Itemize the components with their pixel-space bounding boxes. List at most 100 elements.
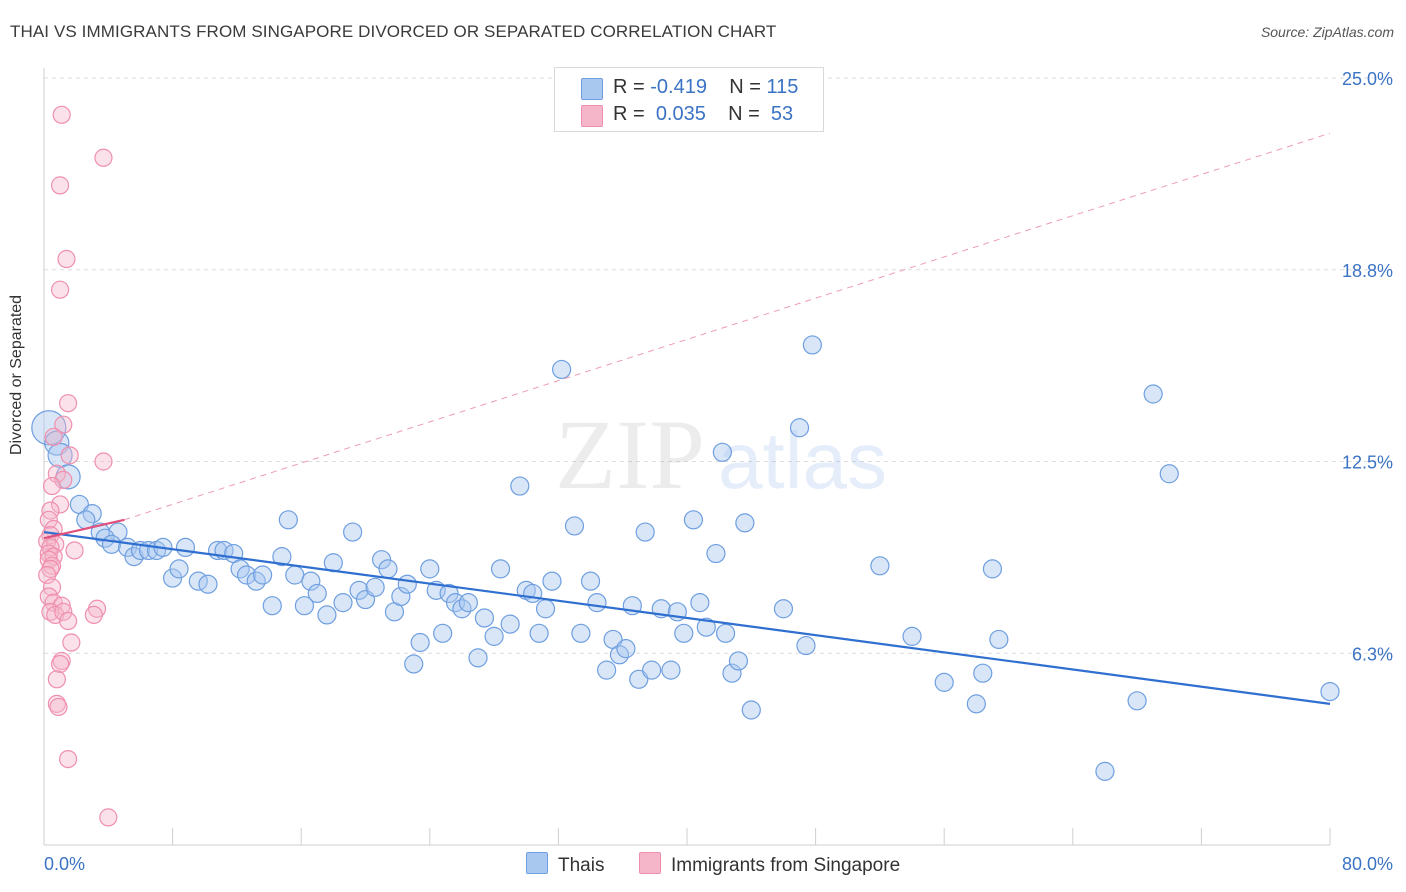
tick-labels: 6.3% 12.5% 18.8% 25.0% 0.0% 80.0% bbox=[44, 69, 1393, 874]
data-point-thais bbox=[55, 464, 81, 490]
data-point-thais bbox=[722, 663, 742, 683]
y-tick-label: 6.3% bbox=[1352, 644, 1393, 664]
data-point-thais bbox=[1095, 761, 1115, 781]
legend-item-thais[interactable]: Thais bbox=[526, 852, 604, 876]
data-point-singapore bbox=[47, 670, 66, 689]
data-point-singapore bbox=[50, 654, 70, 674]
data-point-thais bbox=[982, 559, 1003, 579]
data-point-thais bbox=[474, 608, 495, 628]
series-singapore bbox=[38, 105, 118, 827]
data-point-thais bbox=[468, 648, 488, 668]
y-tick-label: 18.8% bbox=[1342, 261, 1393, 281]
chart-source: Source: ZipAtlas.com bbox=[1260, 24, 1394, 40]
data-point-thais bbox=[272, 547, 292, 567]
data-point-thais bbox=[391, 586, 411, 607]
trend-lines bbox=[43, 132, 1331, 705]
data-point-singapore bbox=[42, 476, 62, 496]
data-point-thais bbox=[706, 543, 726, 564]
data-point-singapore bbox=[39, 510, 58, 529]
series-thais bbox=[31, 335, 1340, 781]
n-label: N = bbox=[728, 103, 760, 125]
data-point-singapore bbox=[60, 446, 79, 465]
data-point-thais bbox=[587, 593, 607, 613]
data-point-thais bbox=[262, 596, 282, 616]
data-point-thais bbox=[484, 626, 504, 646]
data-point-singapore bbox=[50, 495, 70, 514]
data-point-singapore bbox=[52, 596, 71, 615]
data-point-thais bbox=[301, 571, 321, 591]
r-label: R = bbox=[613, 76, 645, 98]
data-point-thais bbox=[1127, 691, 1147, 711]
data-point-thais bbox=[902, 626, 922, 646]
legend-label-singapore: Immigrants from Singapore bbox=[671, 855, 901, 876]
data-point-thais bbox=[236, 565, 257, 585]
data-point-singapore bbox=[54, 415, 73, 434]
r-value-thais: -0.419 bbox=[650, 76, 707, 98]
data-point-thais bbox=[175, 537, 196, 558]
data-point-thais bbox=[542, 571, 562, 591]
data-point-thais bbox=[420, 559, 440, 579]
data-point-thais bbox=[101, 534, 122, 554]
data-point-singapore bbox=[54, 602, 73, 621]
data-point-thais bbox=[642, 660, 662, 680]
correlation-legend: R = -0.419 N = 115 R = 0.035 N = 53 bbox=[554, 67, 824, 132]
legend-label-thais: Thais bbox=[558, 855, 605, 876]
data-point-singapore bbox=[59, 611, 78, 631]
trend-line-thais bbox=[43, 530, 1331, 705]
data-point-thais bbox=[253, 565, 273, 585]
data-point-thais bbox=[500, 614, 520, 634]
data-point-singapore bbox=[65, 541, 84, 560]
trend-line-singapore bbox=[43, 518, 125, 540]
data-point-thais bbox=[580, 571, 601, 591]
x-tick-label: 0.0% bbox=[44, 854, 85, 874]
data-point-thais bbox=[343, 522, 363, 542]
data-point-singapore bbox=[41, 501, 60, 520]
axes bbox=[43, 68, 1331, 846]
data-point-singapore bbox=[59, 749, 78, 769]
legend-swatch-singapore bbox=[581, 105, 603, 127]
data-point-singapore bbox=[44, 427, 63, 447]
data-point-thais bbox=[410, 632, 430, 653]
n-value-singapore: 53 bbox=[770, 103, 794, 125]
data-point-thais bbox=[458, 593, 478, 613]
chart-title: THAI VS IMMIGRANTS FROM SINGAPORE DIVORC… bbox=[10, 22, 777, 41]
trend-extension-singapore bbox=[124, 132, 1331, 521]
legend-swatch-thais bbox=[581, 78, 603, 100]
data-point-thais bbox=[552, 359, 572, 380]
data-point-singapore bbox=[49, 697, 68, 717]
data-point-thais bbox=[870, 556, 890, 576]
data-point-thais bbox=[683, 510, 704, 530]
data-point-thais bbox=[198, 574, 218, 594]
data-point-thais bbox=[1159, 464, 1179, 484]
data-point-thais bbox=[307, 583, 327, 604]
data-point-singapore bbox=[99, 808, 118, 827]
data-point-singapore bbox=[39, 587, 58, 606]
r-label: R = bbox=[613, 103, 645, 125]
legend-item-singapore[interactable]: Immigrants from Singapore bbox=[639, 852, 900, 876]
data-point-thais bbox=[378, 559, 398, 579]
data-point-singapore bbox=[52, 651, 71, 671]
data-point-thais bbox=[696, 617, 716, 637]
data-point-thais bbox=[535, 599, 556, 619]
data-point-singapore bbox=[41, 602, 60, 621]
data-point-thais bbox=[1143, 384, 1163, 404]
data-point-thais bbox=[934, 672, 954, 692]
x-tick-label: 80.0% bbox=[1342, 854, 1393, 874]
watermark: ZIP atlas bbox=[555, 399, 887, 510]
data-point-thais bbox=[789, 418, 810, 438]
data-point-thais bbox=[564, 516, 585, 536]
data-point-thais bbox=[674, 623, 694, 643]
data-point-singapore bbox=[47, 694, 66, 713]
data-point-thais bbox=[433, 623, 453, 643]
data-point-thais bbox=[404, 654, 424, 674]
data-point-thais bbox=[690, 593, 710, 613]
n-label: N = bbox=[729, 76, 761, 98]
data-point-thais bbox=[728, 651, 749, 671]
data-point-thais bbox=[661, 660, 681, 680]
data-point-thais bbox=[490, 559, 511, 579]
data-point-thais bbox=[333, 593, 353, 613]
data-point-singapore bbox=[50, 176, 70, 195]
data-point-thais bbox=[317, 605, 337, 625]
data-point-singapore bbox=[84, 605, 103, 625]
